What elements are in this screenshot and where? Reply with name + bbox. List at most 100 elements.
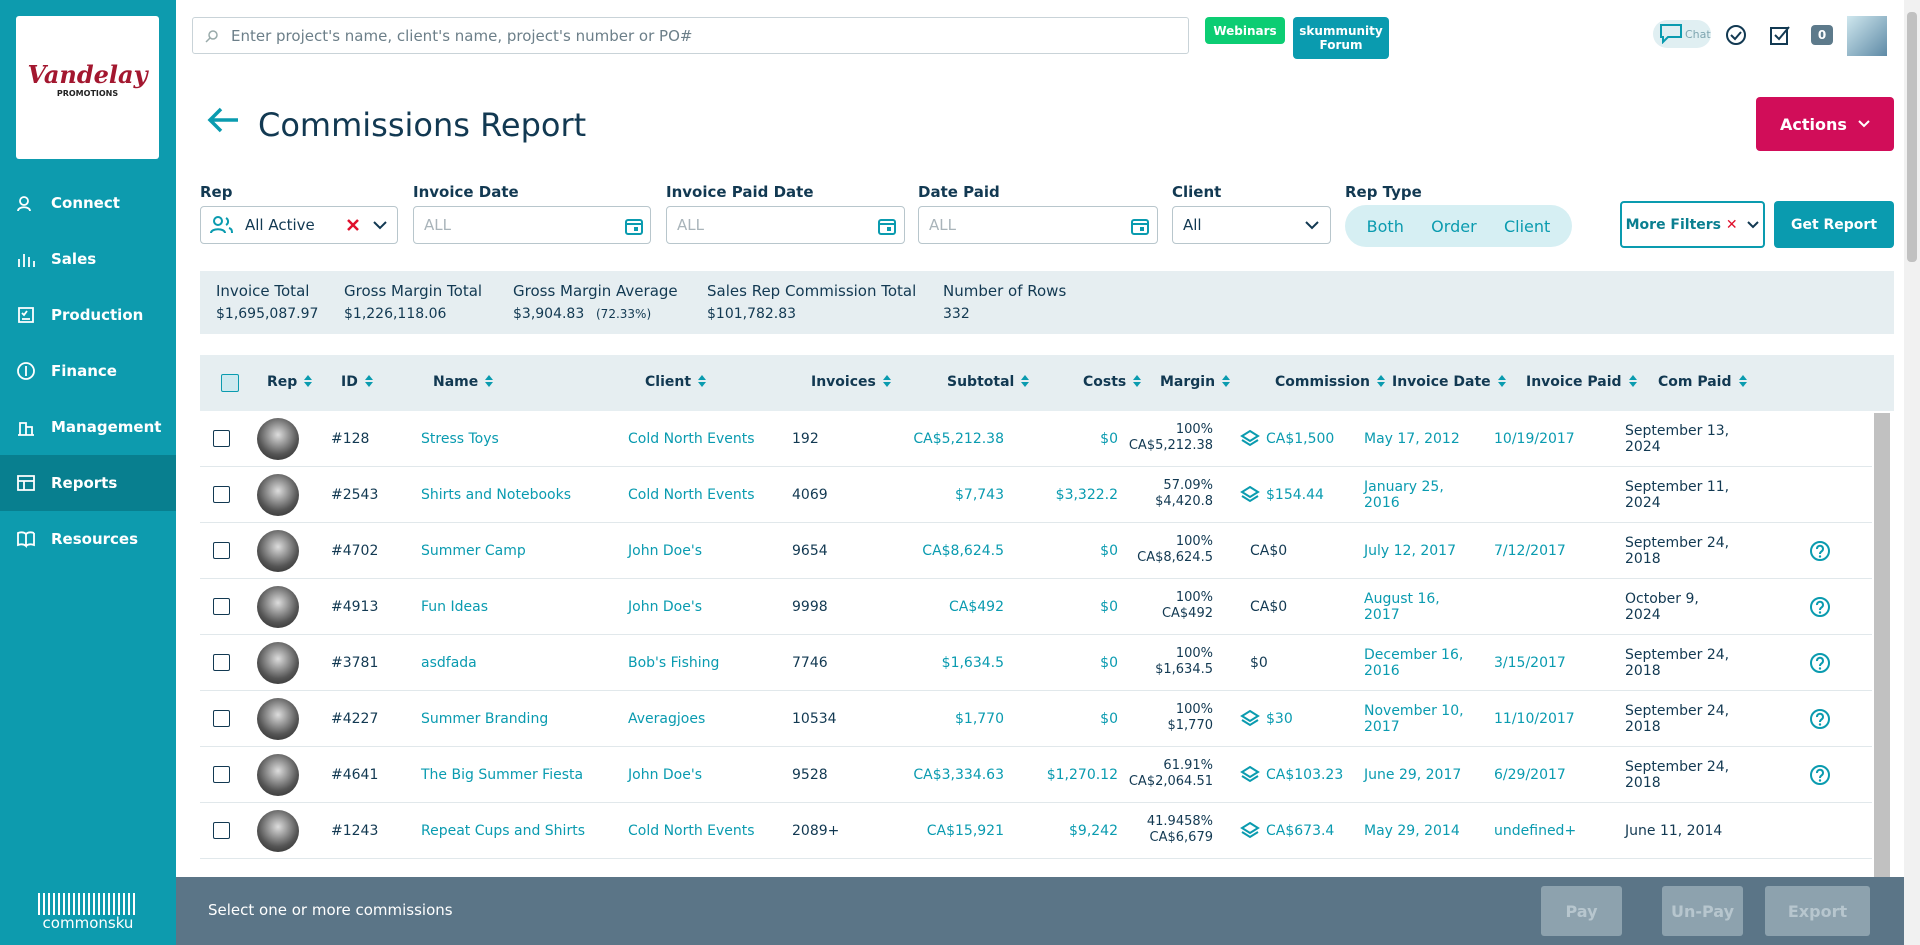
column-header[interactable]: Invoices (811, 374, 892, 390)
costs: $3,322.2 (1018, 467, 1118, 523)
commission: $154.44 (1266, 467, 1324, 523)
search[interactable]: Enter project's name, client's name, pro… (192, 17, 1189, 54)
com-paid: September 24, 2018 (1625, 635, 1735, 691)
client-name[interactable]: Cold North Events (628, 803, 755, 859)
subtotal: $7,743 (904, 467, 1004, 523)
margin: 100%CA$492 (1113, 590, 1213, 622)
column-header[interactable]: Margin (1160, 374, 1231, 390)
column-header[interactable]: ID (341, 374, 374, 390)
client-name[interactable]: John Doe's (628, 579, 702, 635)
rep-type-toggle: Both Order Client (1345, 205, 1572, 247)
clear-icon[interactable] (346, 218, 360, 232)
column-header[interactable]: Invoice Paid (1526, 374, 1638, 390)
user-avatar[interactable] (1847, 16, 1887, 56)
logo[interactable]: Vandelay PROMOTIONS (16, 16, 159, 159)
invoice-date: July 12, 2017 (1364, 523, 1479, 579)
help-icon[interactable] (1809, 540, 1831, 562)
date-input[interactable]: ALL (413, 206, 651, 244)
table-row: #4227Summer BrandingAveragjoes10534$1,77… (200, 691, 1872, 747)
client-name[interactable]: Cold North Events (628, 411, 755, 467)
date-input[interactable]: ALL (918, 206, 1158, 244)
row-checkbox[interactable] (213, 766, 230, 783)
client-name[interactable]: Cold North Events (628, 467, 755, 523)
filter-label: Client (1172, 183, 1221, 201)
project-id: #4913 (331, 579, 378, 635)
row-checkbox[interactable] (213, 542, 230, 559)
filter-label: Invoice Paid Date (666, 183, 814, 201)
project-name[interactable]: Shirts and Notebooks (421, 467, 571, 523)
subtotal: $1,770 (904, 691, 1004, 747)
nav-icon (16, 473, 38, 493)
help-icon[interactable] (1809, 596, 1831, 618)
column-header[interactable]: Subtotal (947, 374, 1030, 390)
client-name[interactable]: John Doe's (628, 747, 702, 803)
project-name[interactable]: Repeat Cups and Shirts (421, 803, 585, 859)
project-name[interactable]: asdfada (421, 635, 477, 691)
rep-type-option[interactable]: Order (1431, 217, 1476, 236)
client-name[interactable]: Bob's Fishing (628, 635, 719, 691)
nav-item[interactable]: Production (0, 287, 176, 343)
column-header[interactable]: Commission (1275, 374, 1386, 390)
project-name[interactable]: Stress Toys (421, 411, 499, 467)
nav-item[interactable]: Sales (0, 231, 176, 287)
nav-item[interactable]: Reports (0, 455, 176, 511)
project-name[interactable]: The Big Summer Fiesta (421, 747, 583, 803)
summary-label: Number of Rows (943, 282, 1066, 300)
footer-button[interactable]: Export (1765, 886, 1870, 936)
column-header[interactable]: Com Paid (1658, 374, 1748, 390)
project-id: #3781 (331, 635, 378, 691)
footer-button[interactable]: Pay (1541, 886, 1622, 936)
row-checkbox[interactable] (213, 822, 230, 839)
row-checkbox[interactable] (213, 598, 230, 615)
client-name[interactable]: John Doe's (628, 523, 702, 579)
table-scrollbar[interactable] (1874, 413, 1890, 877)
invoices: 4069 (792, 467, 828, 523)
com-paid: September 24, 2018 (1625, 523, 1735, 579)
nav-label: Resources (51, 530, 138, 548)
project-name[interactable]: Summer Camp (421, 523, 526, 579)
more-filters[interactable]: More Filters ✕ (1620, 201, 1765, 248)
rep-type-option[interactable]: Both (1367, 217, 1404, 236)
nav-item[interactable]: Management (0, 399, 176, 455)
nav-item[interactable]: Resources (0, 511, 176, 567)
help-icon[interactable] (1809, 708, 1831, 730)
commission: CA$0 (1250, 579, 1287, 635)
project-id: #2543 (331, 467, 378, 523)
footer-button[interactable]: Un-Pay (1662, 886, 1743, 936)
project-name[interactable]: Fun Ideas (421, 579, 488, 635)
table-row: #4641The Big Summer FiestaJohn Doe's9528… (200, 747, 1872, 803)
project-name[interactable]: Summer Branding (421, 691, 548, 747)
table-row: #2543 Shirts and Notebooks Cold North Even… (200, 467, 1872, 523)
actions-button[interactable]: Actions (1756, 97, 1894, 151)
check-icon[interactable] (1725, 24, 1747, 46)
column-header[interactable]: Name (433, 374, 494, 390)
column-header[interactable]: Invoice Date (1392, 374, 1507, 390)
page-scrollbar[interactable] (1904, 0, 1920, 945)
invoices: 192 (792, 411, 819, 467)
nav-label: Connect (51, 194, 120, 212)
table-row: #4913Fun IdeasJohn Doe's9998CA$492$0100%… (200, 579, 1872, 635)
back-arrow[interactable] (206, 106, 240, 134)
date-input[interactable]: ALL (666, 206, 905, 244)
row-checkbox[interactable] (213, 486, 230, 503)
help-icon[interactable] (1809, 652, 1831, 674)
column-header[interactable]: Client (645, 374, 707, 390)
webinars[interactable]: Webinars (1205, 17, 1285, 44)
badge[interactable]: 0 (1811, 25, 1833, 45)
row-checkbox[interactable] (213, 430, 230, 447)
help-icon[interactable] (1809, 764, 1831, 786)
tasks-icon[interactable] (1769, 24, 1791, 46)
column-header[interactable]: Rep (267, 374, 313, 390)
nav-item[interactable]: Finance (0, 343, 176, 399)
column-header[interactable]: Costs (1083, 374, 1142, 390)
invoice-date: December 16, 2016 (1364, 635, 1479, 691)
client-name[interactable]: Averagjoes (628, 691, 705, 747)
nav-item[interactable]: Connect (0, 175, 176, 231)
forum[interactable]: skummunity Forum (1293, 17, 1389, 59)
rep-avatar (257, 586, 299, 628)
row-checkbox[interactable] (213, 654, 230, 671)
select-all[interactable] (221, 374, 239, 392)
row-checkbox[interactable] (213, 710, 230, 727)
get-report[interactable]: Get Report (1774, 201, 1894, 248)
rep-type-option[interactable]: Client (1504, 217, 1550, 236)
